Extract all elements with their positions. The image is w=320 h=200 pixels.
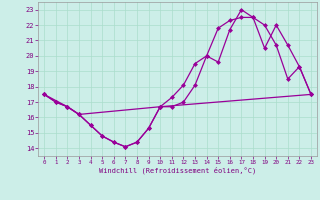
X-axis label: Windchill (Refroidissement éolien,°C): Windchill (Refroidissement éolien,°C) <box>99 167 256 174</box>
